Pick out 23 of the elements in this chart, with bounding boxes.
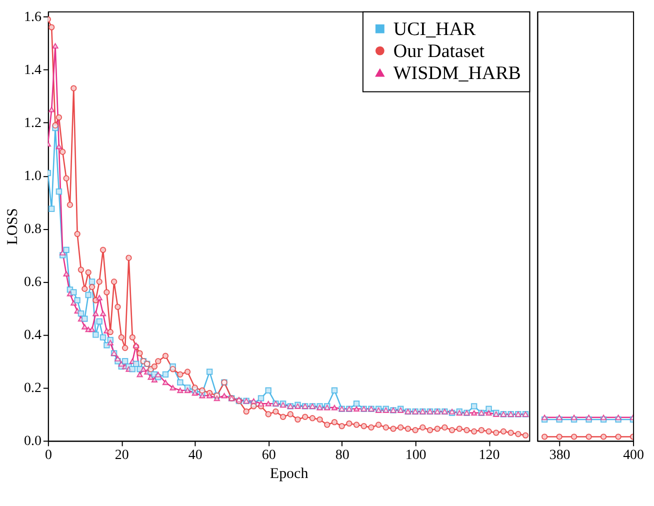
y-tick-label: 1.2: [24, 116, 42, 132]
y-tick-label: 0.6: [24, 275, 42, 290]
x-axis-title: Epoch: [270, 466, 309, 482]
y-tick-label: 0.0: [24, 434, 42, 450]
legend-label: UCI_HAR: [393, 18, 476, 40]
y-tick-label: 1.4: [24, 63, 42, 78]
y-axis-title: LOSS: [4, 208, 21, 245]
y-tick-label: 1.6: [24, 10, 42, 26]
x-tick-label: 60: [262, 448, 276, 464]
x-tick-label: 400: [623, 448, 644, 464]
x-tick-label: 120: [478, 448, 500, 464]
x-tick-label: 100: [405, 448, 426, 464]
y-tick-label: 0.8: [24, 222, 42, 238]
x-tick-label: 40: [188, 448, 202, 464]
legend-label: WISDM_HARB: [393, 62, 521, 84]
x-tick-label: 20: [114, 448, 129, 464]
legend-label: Our Dataset: [393, 40, 486, 62]
x-tick-label: 80: [335, 448, 350, 464]
y-tick-label: 1.0: [24, 169, 42, 184]
y-tick-label: 0.4: [24, 328, 42, 344]
y-tick-label: 0.2: [24, 381, 42, 396]
x-tick-label: 380: [549, 448, 570, 464]
x-tick-label: 0: [44, 448, 52, 464]
